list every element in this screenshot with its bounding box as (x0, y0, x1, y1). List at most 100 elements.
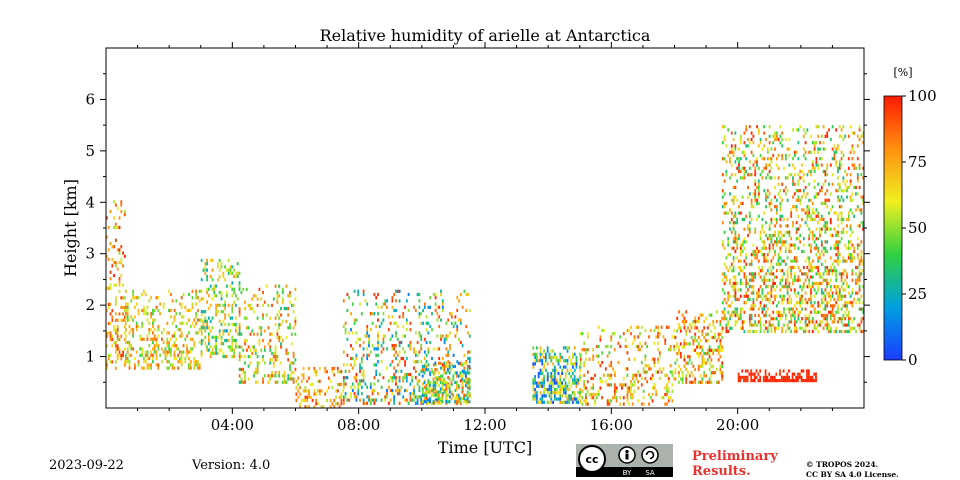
data-cell (739, 134, 742, 138)
data-cell (184, 360, 187, 364)
data-cell (610, 376, 613, 381)
data-cell (595, 344, 598, 349)
data-cell (648, 335, 650, 339)
data-cell (294, 297, 297, 301)
data-cell (414, 353, 417, 357)
data-cell (583, 348, 586, 352)
data-cell (217, 335, 219, 339)
data-cell (209, 274, 212, 279)
data-cell (777, 310, 780, 314)
data-cell (813, 240, 816, 244)
data-cell (817, 310, 820, 314)
data-cell (721, 317, 724, 321)
data-cell (141, 308, 143, 313)
data-cell (436, 347, 439, 351)
data-cell (113, 261, 115, 265)
data-cell (715, 319, 718, 324)
data-cell (681, 374, 684, 378)
data-cell (441, 302, 444, 306)
data-cell (265, 284, 268, 288)
data-cell (371, 312, 374, 316)
data-cell (651, 373, 654, 377)
data-cell (851, 144, 854, 148)
data-cell (851, 301, 854, 305)
data-cell (757, 185, 760, 190)
data-cell (224, 278, 226, 282)
data-cell (820, 297, 823, 302)
data-cell (736, 237, 739, 241)
data-cell (748, 125, 751, 129)
data-cell (768, 243, 771, 247)
data-cell (128, 353, 131, 357)
data-cell (797, 182, 800, 186)
data-cell (697, 380, 700, 384)
data-cell (231, 342, 234, 346)
data-cell (564, 359, 567, 363)
data-cell (175, 312, 178, 316)
data-cell (583, 341, 586, 345)
data-cell (563, 400, 565, 404)
data-cell (637, 348, 640, 352)
data-cell (775, 163, 778, 167)
data-cell (748, 317, 751, 321)
data-cell (766, 150, 769, 154)
data-cell (592, 357, 595, 361)
data-cell (204, 262, 207, 266)
data-cell (292, 355, 295, 359)
data-cell (269, 361, 272, 365)
data-cell (395, 308, 397, 313)
data-cell (276, 329, 279, 333)
data-cell (847, 301, 850, 305)
data-cell (853, 166, 856, 170)
data-cell (144, 360, 147, 364)
data-cell (292, 351, 295, 355)
data-cell (831, 304, 834, 308)
data-cell (448, 364, 451, 369)
data-cell (624, 367, 627, 371)
data-cell (359, 344, 361, 348)
data-cell (421, 364, 424, 369)
data-cell (144, 308, 147, 313)
data-cell (779, 281, 782, 286)
data-cell (586, 332, 589, 336)
data-cell (828, 198, 830, 202)
data-cell (280, 345, 282, 349)
data-cell (847, 253, 850, 257)
data-cell (405, 376, 408, 380)
data-cell (813, 141, 816, 145)
data-cell (586, 389, 589, 393)
data-cell (692, 348, 695, 352)
data-cell (779, 249, 782, 254)
data-cell (804, 307, 807, 311)
data-cell (258, 342, 261, 346)
data-cell (289, 374, 291, 378)
data-cell (860, 256, 863, 260)
data-cell (692, 339, 695, 343)
data-cell (143, 366, 145, 370)
data-cell (748, 192, 751, 196)
data-cell (752, 192, 755, 196)
data-cell (402, 334, 405, 338)
data-cell (826, 317, 829, 321)
data-cell (425, 340, 428, 345)
data-cell (439, 374, 442, 378)
data-cell (739, 201, 742, 206)
data-cell (826, 249, 829, 254)
data-cell (445, 364, 447, 369)
data-cell (856, 192, 859, 196)
data-cell (561, 400, 563, 404)
data-cell (741, 307, 744, 311)
data-cell (238, 307, 241, 311)
data-cell (116, 225, 119, 230)
data-cell (820, 134, 823, 138)
data-cell (712, 335, 715, 340)
data-cell (829, 217, 832, 222)
data-cell (747, 173, 749, 177)
data-cell (393, 292, 396, 297)
data-cell (204, 342, 207, 346)
data-cell (148, 321, 151, 325)
data-cell (855, 278, 857, 282)
data-cell (774, 294, 776, 298)
data-cell (120, 334, 123, 338)
data-cell (202, 326, 205, 330)
